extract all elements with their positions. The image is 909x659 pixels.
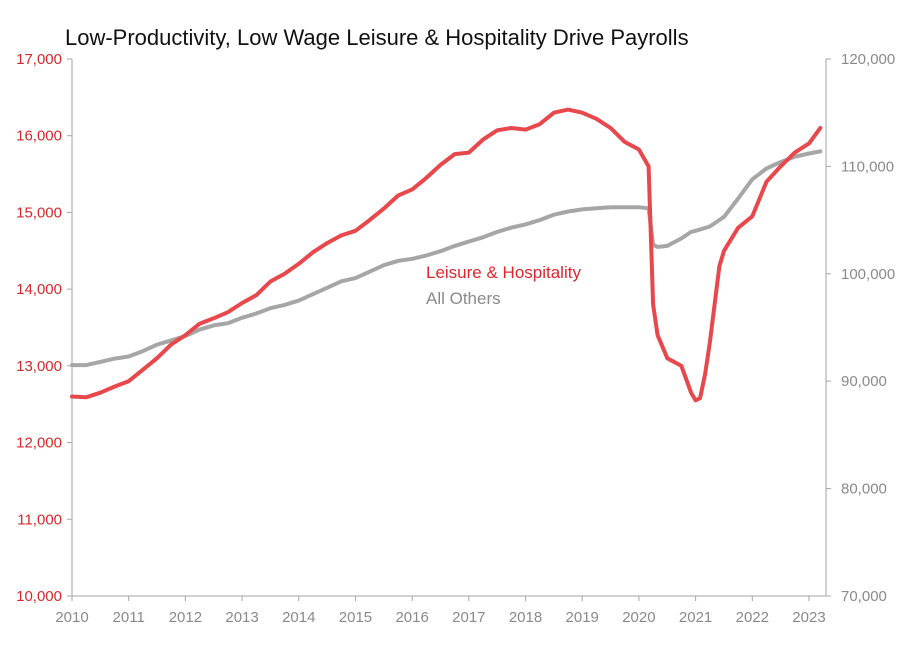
left-tick-label: 15,000 [16, 204, 62, 221]
right-tick-label: 100,000 [841, 266, 895, 283]
left-tick-label: 12,000 [16, 435, 62, 452]
series-line-all-others [70, 149, 823, 368]
legend-item-all-others: All Others [426, 289, 501, 308]
left-tick-label: 17,000 [16, 51, 62, 68]
right-tick-label: 80,000 [841, 481, 887, 498]
x-tick-label: 2012 [169, 609, 202, 626]
x-tick-label: 2010 [55, 609, 88, 626]
left-tick-label: 14,000 [16, 281, 62, 298]
legend-item-leisure-hospitality: Leisure & Hospitality [426, 263, 581, 282]
x-tick-label: 2011 [113, 609, 145, 626]
x-tick-label: 2023 [792, 609, 825, 626]
left-tick-label: 11,000 [17, 511, 62, 528]
series-layer [70, 107, 823, 403]
right-tick-label: 110,000 [841, 158, 894, 175]
x-tick-label: 2018 [509, 609, 542, 626]
right-tick-label: 120,000 [841, 51, 895, 68]
right-tick-label: 90,000 [841, 373, 887, 390]
left-tick-label: 13,000 [16, 358, 62, 375]
x-tick-label: 2013 [225, 609, 258, 626]
x-tick-label: 2021 [679, 609, 712, 626]
chart-title: Low-Productivity, Low Wage Leisure & Hos… [65, 25, 689, 50]
x-tick-label: 2015 [339, 609, 372, 626]
x-tick-label: 2014 [282, 609, 315, 626]
x-tick-label: 2022 [736, 609, 769, 626]
left-tick-label: 10,000 [16, 588, 62, 605]
axes: 10,000 11,000 12,000 13,000 14,000 15,000 16,0… [16, 51, 895, 626]
right-tick-label: 70,000 [841, 588, 887, 605]
x-tick-label: 2020 [622, 609, 655, 626]
series-line-leisure-hospitality [70, 107, 823, 403]
left-tick-label: 16,000 [16, 128, 62, 145]
x-tick-label: 2019 [566, 609, 599, 626]
legend: Leisure & Hospitality All Others [426, 263, 581, 308]
x-tick-label: 2017 [452, 609, 485, 626]
x-tick-label: 2016 [395, 609, 428, 626]
